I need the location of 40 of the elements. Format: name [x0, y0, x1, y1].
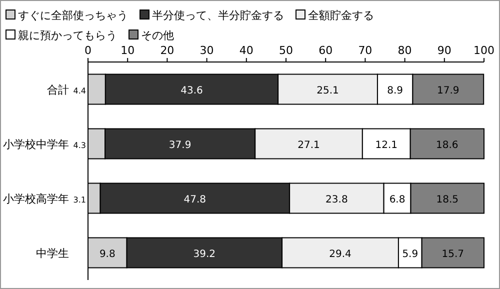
- legend-label: その他: [141, 29, 174, 42]
- x-tick-label: 80: [398, 44, 412, 57]
- legend-label: 親に預かってもらう: [18, 29, 117, 42]
- data-label: 3.1: [73, 195, 86, 204]
- data-label: 47.8: [184, 194, 206, 206]
- x-tick-label: 50: [279, 44, 293, 57]
- data-label: 9.8: [99, 248, 116, 260]
- y-tick-label: 合計: [47, 83, 69, 96]
- data-label: 39.2: [193, 248, 216, 260]
- data-label: 18.5: [436, 194, 459, 206]
- data-label: 25.1: [316, 85, 339, 96]
- x-tick-label: 90: [437, 44, 452, 57]
- data-label: 4.4: [73, 86, 86, 96]
- x-tick-label: 10: [120, 44, 135, 57]
- data-label: 23.8: [326, 194, 348, 206]
- data-label: 8.9: [387, 85, 404, 96]
- x-tick-label: 40: [239, 44, 254, 57]
- legend-label: 半分使って、半分貯金する: [152, 9, 284, 22]
- x-tick-label: 0: [84, 44, 92, 57]
- data-label: 29.4: [329, 248, 352, 260]
- x-tick-label: 100: [474, 44, 494, 57]
- data-label: 27.1: [298, 140, 320, 151]
- y-tick-label: 小学校中学年: [3, 138, 69, 151]
- data-label: 17.9: [437, 85, 460, 96]
- legend-label: 全額貯金する: [308, 9, 374, 22]
- data-label: 12.1: [375, 140, 398, 151]
- data-label: 43.6: [180, 85, 203, 96]
- data-label: 15.7: [442, 248, 464, 260]
- y-tick-label: 小学校高学年: [3, 192, 69, 206]
- x-tick-label: 20: [160, 44, 174, 57]
- data-label: 4.3: [73, 140, 86, 150]
- data-label: 37.9: [168, 140, 192, 151]
- y-tick-label: 中学生: [36, 246, 69, 260]
- x-tick-label: 70: [358, 44, 372, 57]
- x-tick-label: 30: [200, 44, 214, 57]
- data-label: 18.6: [436, 140, 458, 151]
- legend-label: すぐに全部使っちゃう: [18, 9, 128, 22]
- data-label: 5.9: [402, 248, 418, 260]
- data-label: 6.8: [389, 194, 406, 206]
- x-tick-label: 60: [318, 44, 333, 57]
